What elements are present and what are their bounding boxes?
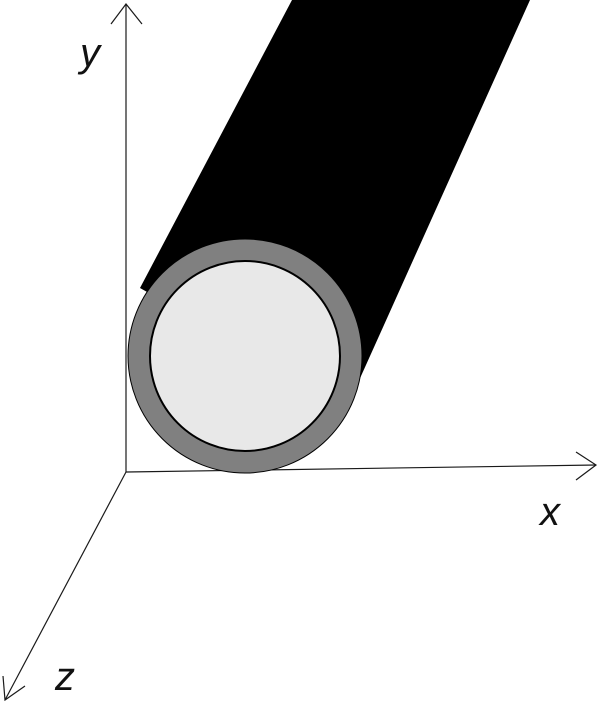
z-axis-line xyxy=(4,471,127,701)
tube-interior xyxy=(149,260,341,452)
z-axis-arrowhead xyxy=(2,675,26,702)
z-axis xyxy=(2,471,127,702)
z-axis-label: z xyxy=(54,655,75,699)
x-axis-arrowhead xyxy=(575,451,598,481)
y-axis-arrowhead xyxy=(110,3,143,25)
y-axis-label: y xyxy=(77,31,103,75)
x-axis xyxy=(125,451,598,481)
x-axis-label: x xyxy=(538,490,562,534)
y-axis xyxy=(110,3,143,472)
x-axis-line xyxy=(125,464,597,473)
